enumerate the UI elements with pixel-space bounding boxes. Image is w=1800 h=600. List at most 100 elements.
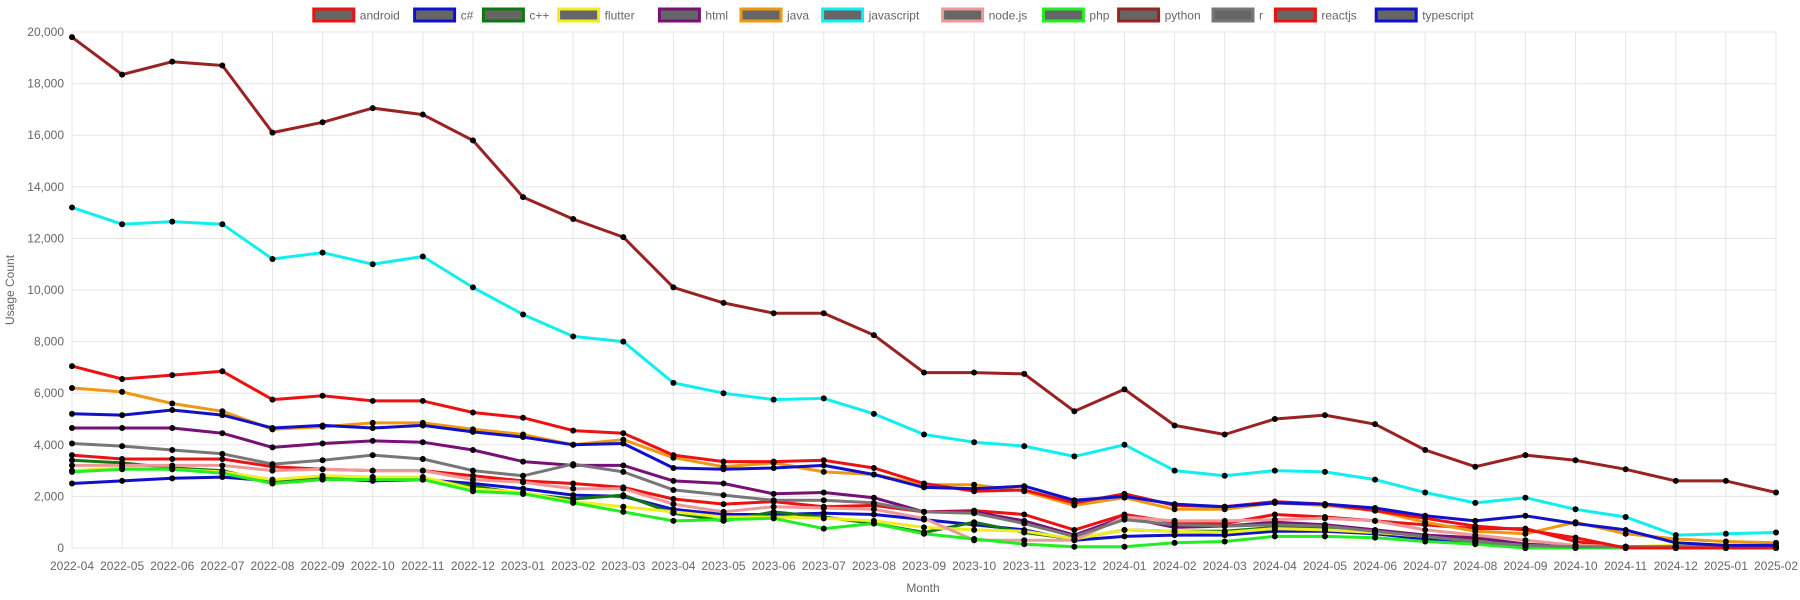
data-point	[269, 444, 276, 451]
data-point	[69, 385, 75, 392]
data-point	[1271, 499, 1278, 506]
x-tick-label: 2024-11	[1604, 559, 1647, 573]
data-point	[1422, 533, 1429, 540]
legend-item[interactable]: php	[1041, 7, 1110, 23]
legend-item[interactable]: java	[739, 7, 809, 23]
y-tick-label: 2,000	[34, 489, 64, 503]
data-point	[469, 467, 476, 474]
data-point	[1422, 446, 1429, 453]
data-point	[670, 477, 677, 484]
data-point	[770, 396, 777, 403]
data-point	[870, 465, 877, 472]
legend-label: java	[786, 9, 809, 23]
legend-label: reactjs	[1321, 9, 1356, 23]
legend-item[interactable]: c++	[481, 7, 549, 23]
data-point	[369, 261, 376, 268]
x-axis-title: Month	[906, 581, 939, 595]
legend-item[interactable]: android	[312, 7, 400, 23]
data-point	[1372, 421, 1379, 428]
data-point	[419, 253, 426, 260]
data-point	[1572, 520, 1579, 527]
data-point	[219, 462, 226, 469]
x-tick-label: 2024-04	[1253, 559, 1297, 573]
data-point	[1021, 483, 1028, 490]
data-point	[1672, 532, 1679, 539]
x-tick-label: 2022-06	[150, 559, 194, 573]
data-point	[1321, 468, 1328, 475]
data-point	[921, 484, 927, 491]
legend-swatch	[1117, 7, 1161, 23]
data-point	[1622, 545, 1629, 551]
data-point	[820, 310, 827, 317]
data-point	[169, 446, 176, 453]
legend-label: python	[1165, 9, 1201, 23]
data-point	[971, 526, 978, 533]
data-point	[921, 524, 927, 531]
legend-swatch	[312, 7, 356, 23]
legend-item[interactable]: typescript	[1374, 7, 1474, 23]
data-point	[319, 249, 326, 256]
data-point	[1071, 408, 1078, 415]
data-point	[670, 501, 677, 508]
data-point	[169, 406, 176, 413]
data-point	[1572, 534, 1579, 541]
data-point	[971, 519, 978, 526]
data-point	[1021, 528, 1028, 535]
x-tick-label: 2022-10	[351, 559, 395, 573]
data-point	[620, 492, 627, 499]
data-point	[670, 495, 677, 502]
data-point	[1271, 521, 1278, 528]
data-point	[319, 119, 326, 126]
data-point	[69, 457, 75, 464]
data-point	[870, 332, 877, 339]
data-point	[1522, 494, 1529, 501]
data-point	[419, 467, 426, 474]
data-point	[1121, 526, 1128, 533]
data-point	[1121, 533, 1128, 540]
legend-item[interactable]: r	[1211, 7, 1263, 23]
legend-item[interactable]: javascript	[821, 7, 920, 23]
data-point	[870, 506, 877, 513]
x-tick-label: 2023-01	[501, 559, 545, 573]
legend-item[interactable]: c#	[413, 7, 474, 23]
data-point	[1372, 517, 1379, 524]
legend-item[interactable]: html	[657, 7, 728, 23]
data-point	[570, 461, 577, 468]
data-point	[1422, 538, 1429, 545]
x-tick-label: 2023-03	[601, 559, 645, 573]
data-point	[1071, 533, 1078, 540]
legend-item[interactable]: node.js	[941, 7, 1028, 23]
data-point	[119, 477, 126, 484]
data-point	[820, 468, 827, 475]
legend-item[interactable]: flutter	[557, 7, 635, 23]
data-point	[720, 480, 727, 487]
data-point	[520, 194, 527, 201]
data-point	[620, 338, 627, 345]
data-point	[69, 440, 75, 447]
data-point	[369, 105, 376, 112]
data-point	[369, 467, 376, 474]
data-point	[1422, 526, 1429, 533]
data-point	[469, 428, 476, 435]
data-point	[720, 501, 727, 508]
x-tick-label: 2022-07	[200, 559, 244, 573]
data-point	[1522, 537, 1529, 544]
data-point	[1071, 453, 1078, 460]
data-point	[219, 470, 226, 477]
data-point	[720, 299, 727, 306]
data-point	[1372, 505, 1379, 512]
legend-item[interactable]: python	[1117, 7, 1201, 23]
legend-item[interactable]: reactjs	[1273, 7, 1357, 23]
data-point	[219, 62, 226, 69]
data-point	[670, 465, 677, 472]
data-point	[1321, 533, 1328, 540]
data-point	[620, 485, 627, 492]
data-point	[720, 390, 727, 397]
data-point	[770, 515, 777, 522]
data-point	[419, 455, 426, 462]
legend-swatch	[557, 7, 601, 23]
y-tick-label: 6,000	[34, 386, 64, 400]
x-tick-label: 2024-03	[1203, 559, 1247, 573]
data-point	[1572, 543, 1579, 550]
data-point	[720, 492, 727, 499]
